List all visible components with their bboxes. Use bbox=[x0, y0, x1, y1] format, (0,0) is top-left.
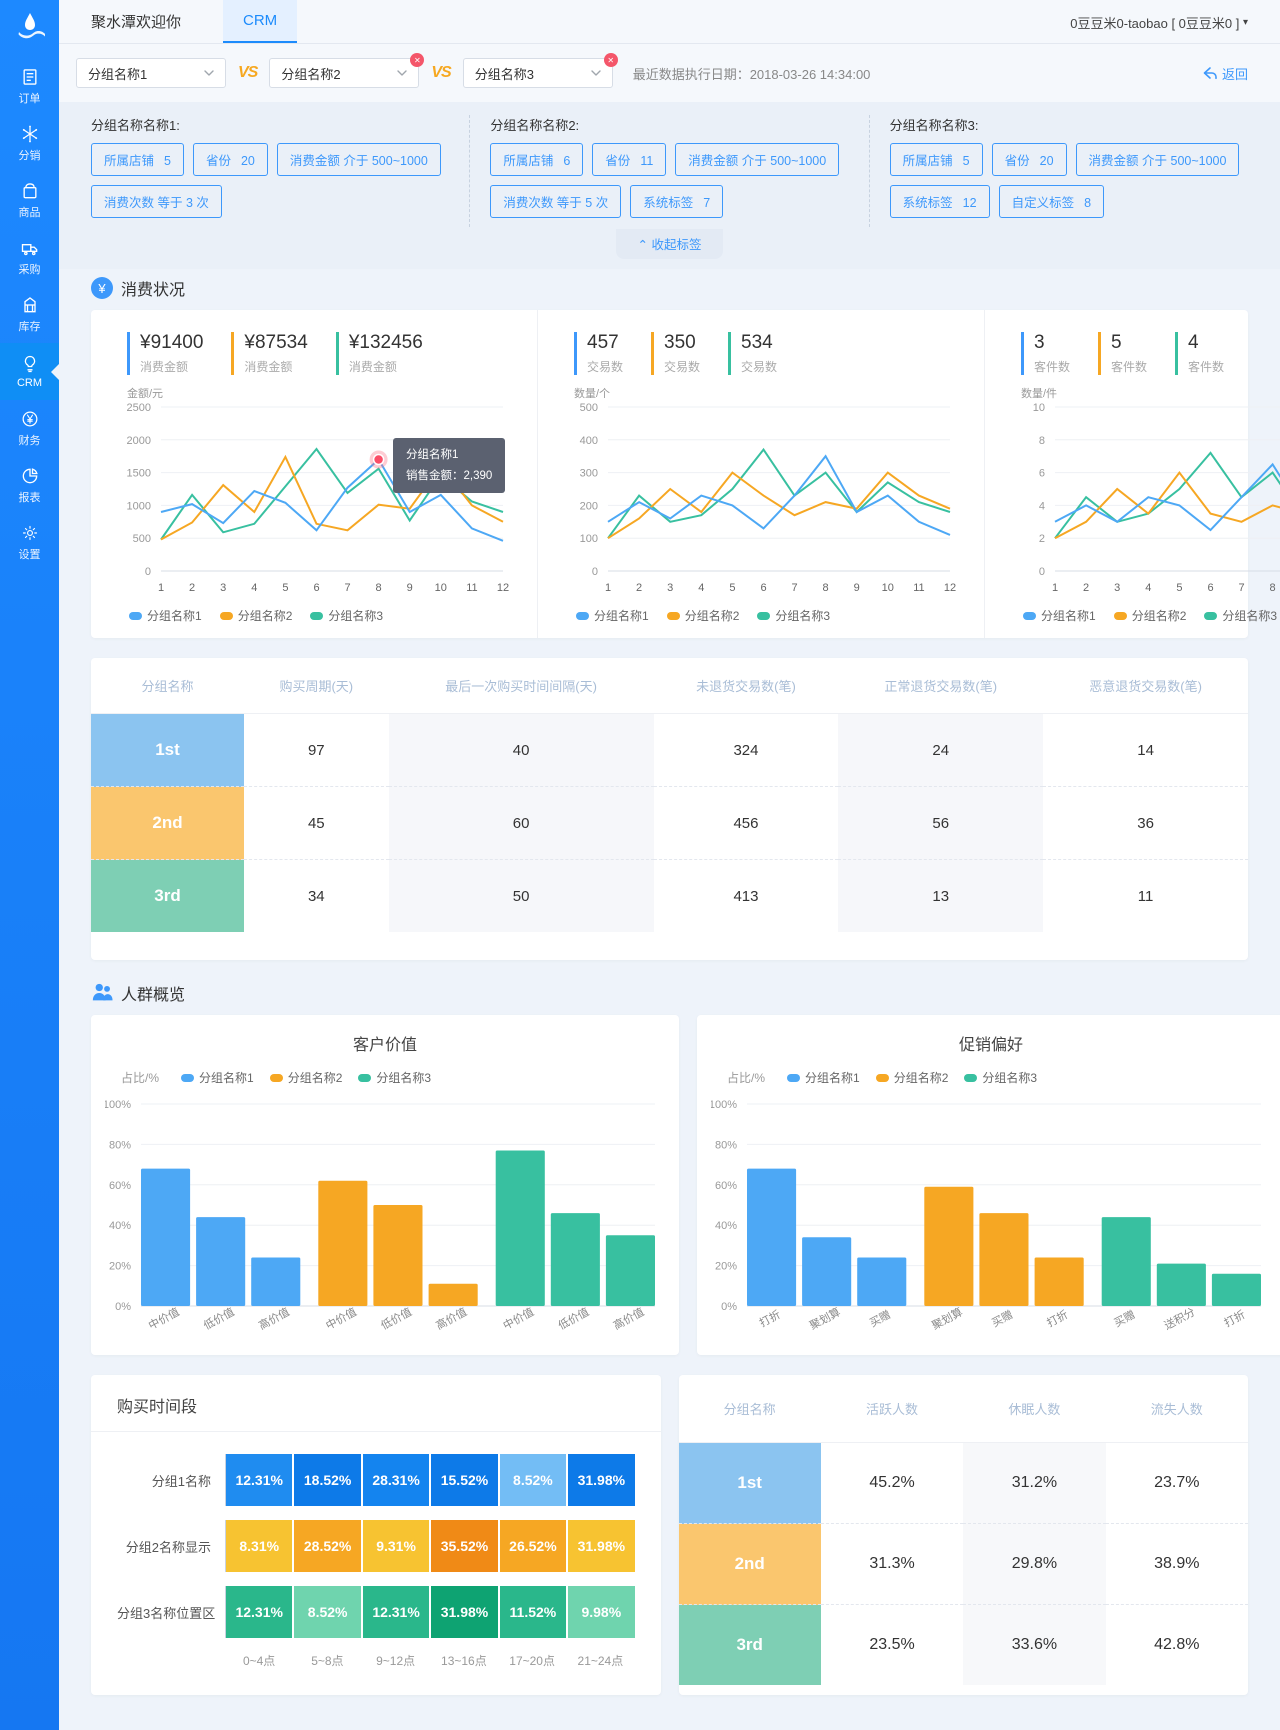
svg-text:400: 400 bbox=[580, 435, 598, 447]
svg-text:12: 12 bbox=[497, 582, 509, 594]
svg-text:低价值: 低价值 bbox=[379, 1305, 414, 1332]
svg-text:聚划算: 聚划算 bbox=[807, 1305, 843, 1333]
svg-text:中价值: 中价值 bbox=[501, 1305, 536, 1332]
svg-text:4: 4 bbox=[1145, 582, 1151, 594]
svg-text:8: 8 bbox=[376, 582, 382, 594]
svg-text:20%: 20% bbox=[109, 1261, 131, 1273]
svg-text:40%: 40% bbox=[109, 1220, 131, 1232]
svg-text:10: 10 bbox=[1033, 402, 1045, 414]
svg-text:60%: 60% bbox=[109, 1180, 131, 1192]
svg-text:100%: 100% bbox=[711, 1099, 737, 1111]
svg-text:5: 5 bbox=[282, 582, 288, 594]
svg-text:6: 6 bbox=[760, 582, 766, 594]
svg-text:7: 7 bbox=[344, 582, 350, 594]
svg-text:中价值: 中价值 bbox=[146, 1305, 181, 1332]
svg-text:12: 12 bbox=[944, 582, 956, 594]
svg-text:8: 8 bbox=[1039, 435, 1045, 447]
svg-text:3: 3 bbox=[1114, 582, 1120, 594]
svg-text:500: 500 bbox=[133, 533, 151, 545]
svg-text:9: 9 bbox=[407, 582, 413, 594]
svg-text:10: 10 bbox=[882, 582, 894, 594]
svg-text:高价值: 高价值 bbox=[433, 1305, 469, 1333]
svg-text:2: 2 bbox=[636, 582, 642, 594]
svg-text:打折: 打折 bbox=[757, 1307, 783, 1330]
svg-text:高价值: 高价值 bbox=[611, 1305, 647, 1333]
svg-text:3: 3 bbox=[220, 582, 226, 594]
svg-text:2000: 2000 bbox=[127, 435, 151, 447]
svg-text:4: 4 bbox=[1039, 500, 1045, 512]
svg-text:11: 11 bbox=[466, 582, 477, 594]
svg-text:80%: 80% bbox=[715, 1139, 737, 1151]
svg-text:0: 0 bbox=[145, 566, 151, 578]
svg-text:2: 2 bbox=[1083, 582, 1089, 594]
svg-text:6: 6 bbox=[1039, 468, 1045, 480]
svg-text:低价值: 低价值 bbox=[556, 1305, 591, 1332]
svg-text:80%: 80% bbox=[109, 1139, 131, 1151]
svg-text:60%: 60% bbox=[715, 1180, 737, 1192]
svg-text:打折: 打折 bbox=[1044, 1307, 1070, 1330]
svg-text:200: 200 bbox=[580, 500, 598, 512]
svg-text:低价值: 低价值 bbox=[201, 1305, 236, 1332]
svg-text:2: 2 bbox=[1039, 533, 1045, 545]
svg-text:5: 5 bbox=[1176, 582, 1182, 594]
svg-text:7: 7 bbox=[1238, 582, 1244, 594]
svg-text:0: 0 bbox=[1039, 566, 1045, 578]
svg-text:打折: 打折 bbox=[1222, 1307, 1248, 1330]
svg-text:1: 1 bbox=[158, 582, 164, 594]
svg-text:20%: 20% bbox=[715, 1261, 737, 1273]
svg-text:0%: 0% bbox=[721, 1301, 737, 1313]
svg-text:送积分: 送积分 bbox=[1162, 1305, 1198, 1333]
svg-text:1: 1 bbox=[1052, 582, 1058, 594]
svg-text:9: 9 bbox=[854, 582, 860, 594]
svg-text:买赠: 买赠 bbox=[1111, 1307, 1137, 1330]
svg-text:聚划算: 聚划算 bbox=[929, 1305, 965, 1333]
svg-text:0: 0 bbox=[592, 566, 598, 578]
svg-text:4: 4 bbox=[251, 582, 257, 594]
svg-text:100: 100 bbox=[580, 533, 598, 545]
svg-text:2500: 2500 bbox=[127, 402, 151, 414]
svg-text:3: 3 bbox=[667, 582, 673, 594]
svg-text:买赠: 买赠 bbox=[867, 1307, 893, 1330]
svg-text:1500: 1500 bbox=[127, 468, 151, 480]
svg-text:6: 6 bbox=[313, 582, 319, 594]
svg-text:1000: 1000 bbox=[127, 500, 151, 512]
svg-text:买赠: 买赠 bbox=[989, 1307, 1015, 1330]
svg-text:40%: 40% bbox=[715, 1220, 737, 1232]
svg-text:2: 2 bbox=[189, 582, 195, 594]
svg-text:0%: 0% bbox=[115, 1301, 131, 1313]
svg-text:100%: 100% bbox=[105, 1099, 131, 1111]
svg-text:4: 4 bbox=[698, 582, 704, 594]
svg-text:11: 11 bbox=[913, 582, 924, 594]
svg-text:500: 500 bbox=[580, 402, 598, 414]
svg-text:7: 7 bbox=[791, 582, 797, 594]
svg-text:5: 5 bbox=[729, 582, 735, 594]
svg-text:1: 1 bbox=[605, 582, 611, 594]
svg-text:8: 8 bbox=[823, 582, 829, 594]
svg-text:高价值: 高价值 bbox=[256, 1305, 292, 1333]
svg-text:300: 300 bbox=[580, 468, 598, 480]
svg-text:10: 10 bbox=[435, 582, 447, 594]
svg-text:8: 8 bbox=[1270, 582, 1276, 594]
svg-text:6: 6 bbox=[1207, 582, 1213, 594]
svg-text:中价值: 中价值 bbox=[324, 1305, 359, 1332]
